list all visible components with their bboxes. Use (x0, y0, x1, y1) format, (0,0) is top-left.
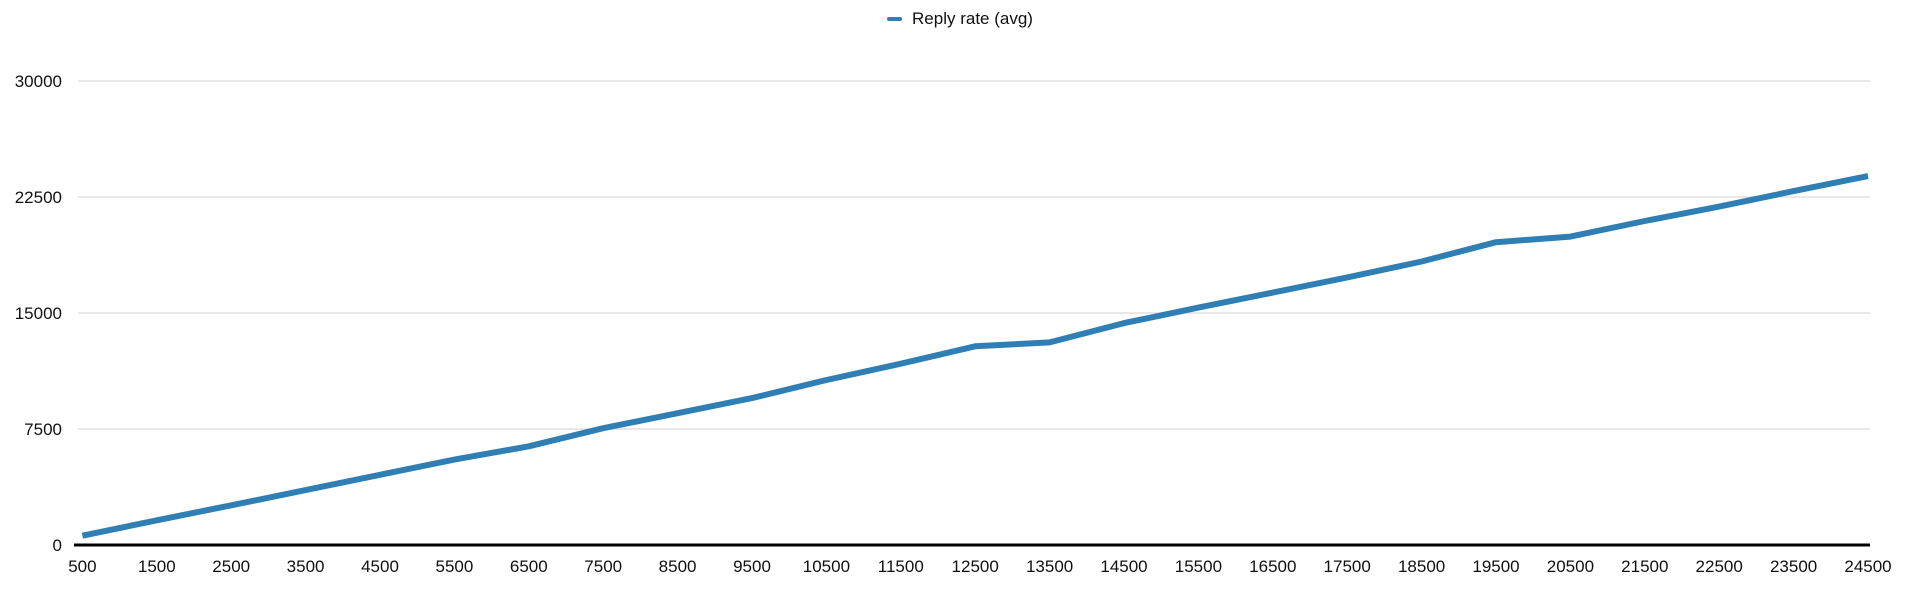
y-axis-tick-label: 22500 (15, 188, 62, 207)
legend-label: Reply rate (avg) (912, 9, 1033, 28)
x-axis-tick-label: 18500 (1398, 557, 1445, 576)
x-axis-tick-label: 13500 (1026, 557, 1073, 576)
x-axis-tick-label: 17500 (1324, 557, 1371, 576)
x-axis-tick-label: 12500 (952, 557, 999, 576)
y-axis-tick-label: 7500 (24, 420, 62, 439)
y-axis-tick-label: 30000 (15, 72, 62, 91)
x-axis-tick-label: 14500 (1100, 557, 1147, 576)
x-axis-tick-label: 15500 (1175, 557, 1222, 576)
x-axis-tick-label: 9500 (733, 557, 771, 576)
x-axis-tick-label: 20500 (1547, 557, 1594, 576)
x-axis-tick-label: 4500 (361, 557, 399, 576)
x-axis-tick-label: 3500 (287, 557, 325, 576)
x-axis-tick-label: 2500 (212, 557, 250, 576)
series-line-reply-rate (81, 173, 1869, 539)
x-axis-tick-label: 22500 (1696, 557, 1743, 576)
x-axis-tick-label: 19500 (1472, 557, 1519, 576)
x-axis-tick-label: 23500 (1770, 557, 1817, 576)
legend-line-marker-icon (887, 17, 903, 21)
legend-item-reply-rate[interactable]: Reply rate (avg) (887, 8, 1033, 30)
x-axis-tick-label: 11500 (878, 557, 924, 576)
legend: Reply rate (avg) (0, 8, 1920, 30)
y-axis-tick-label: 0 (53, 536, 62, 555)
x-axis-tick-label: 10500 (803, 557, 850, 576)
x-axis-tick-label: 5500 (435, 557, 473, 576)
x-axis-tick-label: 24500 (1844, 557, 1891, 576)
x-axis-tick-label: 16500 (1249, 557, 1296, 576)
x-axis-tick-label: 500 (68, 557, 96, 576)
x-axis-tick-label: 7500 (584, 557, 622, 576)
x-axis-tick-label: 6500 (510, 557, 548, 576)
x-axis-tick-label: 8500 (659, 557, 697, 576)
x-axis-tick-label: 21500 (1621, 557, 1668, 576)
x-axis-tick-label: 1500 (138, 557, 176, 576)
y-axis-tick-label: 15000 (15, 304, 62, 323)
